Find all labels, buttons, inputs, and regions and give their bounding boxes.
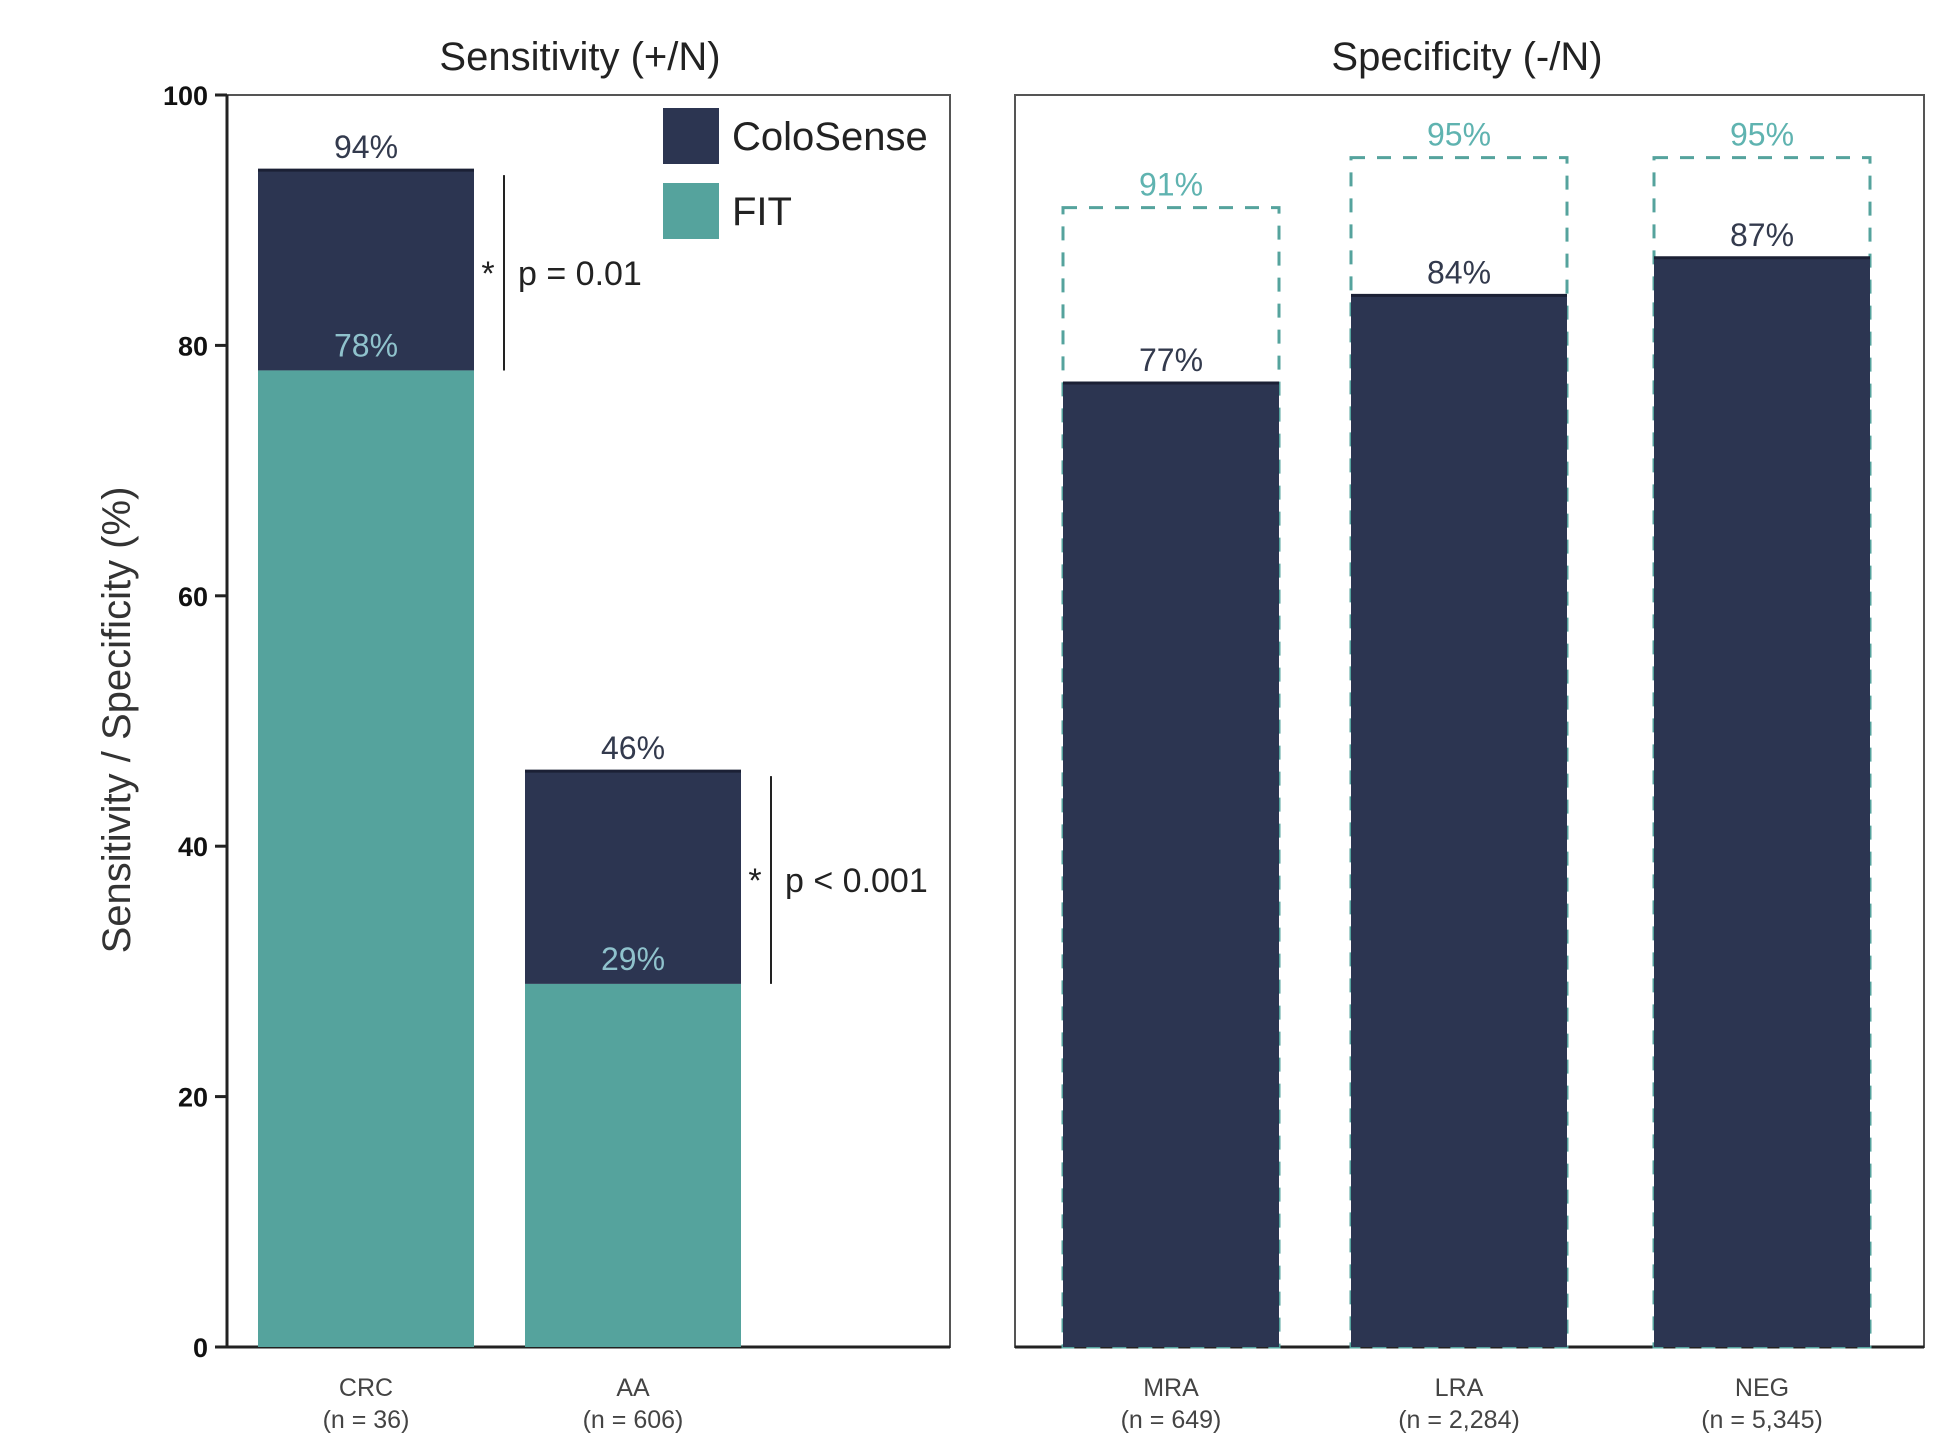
x-category-label: AA — [616, 1374, 650, 1402]
colosense-bar — [1351, 295, 1567, 1347]
y-axis-label: Sensitivity / Specificity (%) — [95, 487, 139, 954]
legend-label: FIT — [732, 190, 792, 234]
legend-swatch — [663, 183, 719, 239]
x-category-n-label: (n = 2,284) — [1398, 1406, 1520, 1434]
y-tick-label: 80 — [178, 331, 208, 361]
significance-marker: * — [481, 255, 494, 293]
sensitivity-panel: 0 20 40 60 80 100 94% 78% 46% 29% * p = 0.01 * p < … — [163, 81, 951, 1434]
fit-value-label: 95% — [1730, 117, 1794, 153]
x-category-n-label: (n = 5,345) — [1701, 1406, 1823, 1434]
colosense-bar-segment — [258, 170, 474, 371]
x-category-n-label: (n = 606) — [583, 1406, 684, 1434]
y-tick-label: 60 — [178, 582, 208, 612]
legend-swatch — [663, 108, 719, 164]
colosense-value-label: 77% — [1139, 342, 1203, 378]
y-tick-label: 100 — [163, 81, 208, 111]
colosense-bar — [1654, 257, 1870, 1347]
colosense-value-label: 84% — [1427, 254, 1491, 290]
fit-value-label: 95% — [1427, 117, 1491, 153]
colosense-value-label: 94% — [334, 129, 398, 165]
sensitivity-panel-title: Sensitivity (+/N) — [439, 35, 720, 79]
x-category-n-label: (n = 36) — [323, 1406, 410, 1434]
fit-value-label: 91% — [1139, 167, 1203, 203]
legend-label: ColoSense — [732, 115, 928, 159]
colosense-bar — [1063, 382, 1279, 1348]
x-category-label: NEG — [1735, 1374, 1789, 1402]
specificity-panel: 91% 77% 95% 84% 95% 87% MRA (n = 649) LRA (n = 2… — [1014, 94, 1925, 1434]
colosense-value-label: 46% — [601, 730, 665, 766]
colosense-bar-segment — [525, 771, 741, 984]
significance-p-value: p = 0.01 — [518, 255, 642, 293]
x-category-label: LRA — [1435, 1374, 1484, 1402]
specificity-panel-title: Specificity (-/N) — [1331, 35, 1602, 79]
y-tick-label: 40 — [178, 832, 208, 862]
significance-p-value: p < 0.001 — [785, 862, 928, 900]
fit-value-label: 78% — [334, 327, 398, 363]
y-tick-label: 20 — [178, 1083, 208, 1113]
x-category-label: CRC — [339, 1374, 393, 1402]
x-category-label: MRA — [1143, 1374, 1199, 1402]
y-tick-label: 0 — [193, 1333, 208, 1363]
colosense-value-label: 87% — [1730, 217, 1794, 253]
fit-value-label: 29% — [601, 941, 665, 977]
significance-marker: * — [748, 862, 761, 900]
fit-bar — [258, 370, 474, 1347]
fit-bar — [525, 983, 741, 1347]
x-category-n-label: (n = 649) — [1121, 1406, 1222, 1434]
